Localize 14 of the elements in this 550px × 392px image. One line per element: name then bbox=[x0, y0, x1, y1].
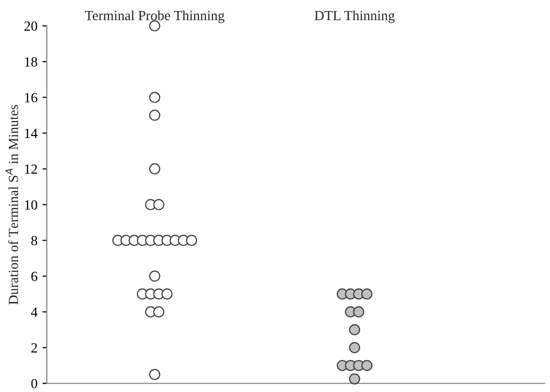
y-tick-label: 8 bbox=[31, 236, 38, 246]
x-tick-label: DTL Thinning bbox=[314, 10, 395, 24]
y-tick-label: 14 bbox=[25, 128, 38, 138]
y-tick-label: 20 bbox=[24, 21, 38, 31]
y-tick-label: 16 bbox=[25, 92, 38, 102]
y-tick-label: 6 bbox=[31, 272, 38, 282]
y-tick-label: 18 bbox=[25, 57, 38, 67]
x-tick-label: Terminal Probe Thinning bbox=[84, 10, 224, 24]
y-tick-label: 12 bbox=[25, 164, 37, 174]
y-tick-label: 2 bbox=[31, 343, 37, 352]
y-tick-label: 0 bbox=[31, 378, 38, 388]
y-tick-label: 4 bbox=[31, 308, 38, 317]
y-axis-title: Duration of Terminal S$^{A}$ in Minutes bbox=[6, 104, 18, 305]
y-tick-label: 10 bbox=[25, 200, 38, 210]
